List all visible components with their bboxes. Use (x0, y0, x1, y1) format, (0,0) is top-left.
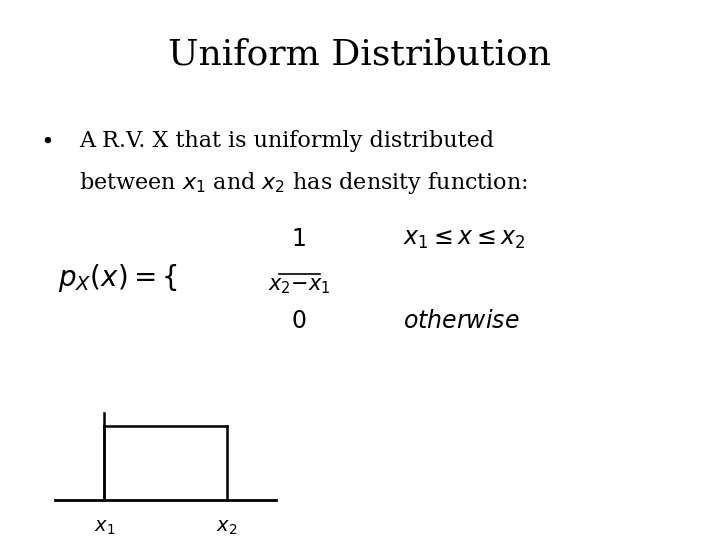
Text: $x_1$: $x_1$ (94, 518, 115, 537)
Text: $x_2{-}x_1$: $x_2{-}x_1$ (268, 276, 330, 296)
Text: $1$: $1$ (292, 228, 306, 251)
Text: $\bullet$: $\bullet$ (40, 130, 52, 150)
Text: A R.V. X that is uniformly distributed: A R.V. X that is uniformly distributed (79, 130, 495, 152)
Text: between $x_1$ and $x_2$ has density function:: between $x_1$ and $x_2$ has density func… (79, 170, 528, 196)
Text: $0$: $0$ (291, 310, 307, 334)
Text: $x_2$: $x_2$ (216, 518, 238, 537)
Text: $otherwise$: $otherwise$ (403, 310, 520, 334)
Text: Uniform Distribution: Uniform Distribution (168, 38, 552, 72)
Text: $x_1 \leq x \leq x_2$: $x_1 \leq x \leq x_2$ (403, 228, 526, 251)
Text: $p_X(x) = \{$: $p_X(x) = \{$ (58, 262, 178, 294)
